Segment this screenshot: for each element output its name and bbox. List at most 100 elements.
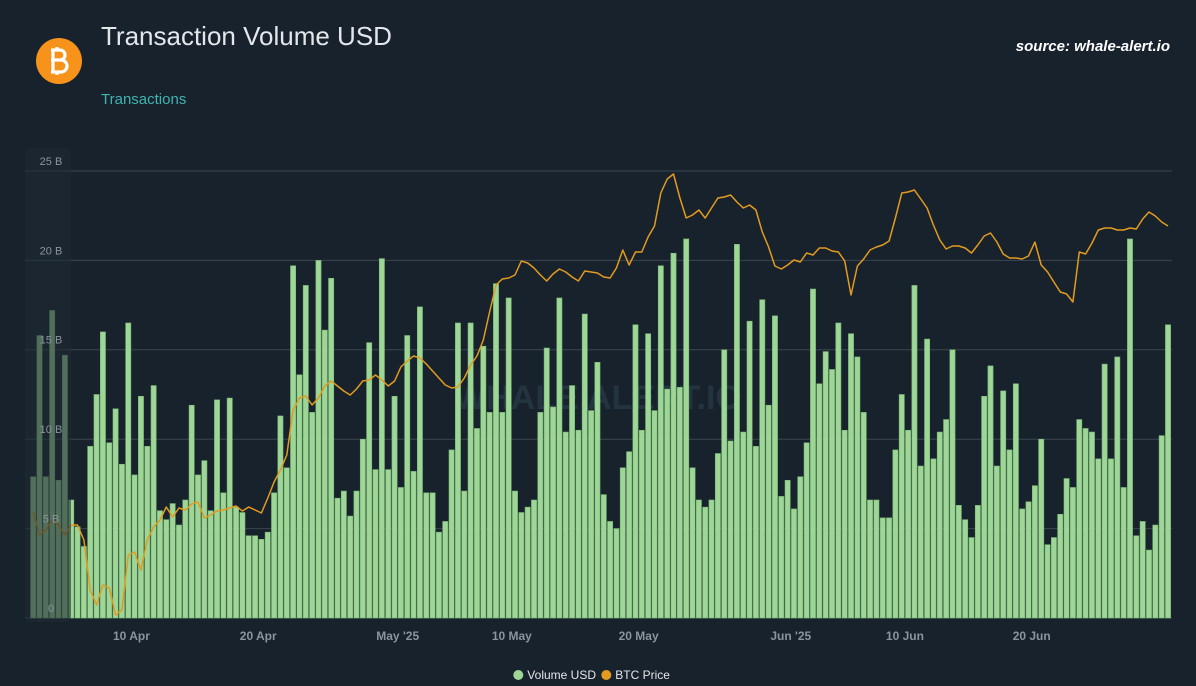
bar — [391, 395, 398, 619]
bar — [657, 265, 664, 619]
bar — [264, 531, 271, 619]
bar — [1076, 419, 1083, 619]
bar — [556, 297, 563, 619]
bar — [835, 322, 842, 619]
bar — [936, 431, 943, 619]
bar — [499, 412, 506, 619]
bar — [1133, 535, 1140, 619]
bar — [1000, 390, 1007, 619]
bar — [1120, 487, 1127, 619]
bar — [550, 406, 556, 619]
bar — [100, 331, 106, 619]
source: source: whale-alert.io — [1016, 38, 1170, 55]
bar — [61, 354, 68, 619]
bar — [1127, 238, 1133, 619]
bar — [613, 528, 620, 619]
bar — [372, 469, 379, 619]
bar — [378, 258, 385, 619]
bar — [417, 306, 423, 619]
bar — [524, 506, 531, 619]
bar — [829, 369, 835, 619]
bar — [505, 297, 512, 619]
bar — [1019, 508, 1026, 619]
bar — [860, 412, 867, 619]
bar — [600, 494, 607, 619]
bar — [816, 383, 823, 619]
bar — [1095, 458, 1102, 619]
bar — [239, 512, 246, 619]
bar — [810, 288, 816, 619]
bar — [974, 505, 981, 619]
bar — [36, 335, 43, 619]
bar — [1101, 363, 1108, 619]
bar — [347, 515, 354, 619]
bar — [42, 476, 49, 619]
bar — [803, 442, 810, 619]
bar — [708, 499, 715, 619]
bar — [987, 365, 994, 619]
bar — [68, 499, 75, 619]
bar — [1025, 501, 1032, 619]
bar — [1146, 549, 1152, 619]
bar — [1063, 478, 1070, 619]
bar — [981, 395, 988, 619]
bar — [410, 471, 417, 619]
bar — [131, 474, 138, 619]
bar — [721, 349, 728, 619]
bar — [588, 410, 594, 619]
bar — [1082, 428, 1089, 619]
bar — [765, 404, 772, 619]
bar — [791, 508, 797, 619]
bar — [905, 429, 911, 619]
bar — [594, 362, 601, 619]
bar — [474, 428, 480, 619]
bar — [1089, 431, 1095, 619]
legend-marker — [513, 670, 524, 680]
bar — [917, 465, 924, 619]
bar — [778, 496, 785, 619]
bitcoin-glyph — [51, 47, 69, 75]
legend-label: BTC Price — [615, 668, 670, 682]
bar — [1006, 449, 1013, 619]
bar — [125, 322, 132, 619]
bar — [943, 419, 950, 619]
bar — [759, 299, 766, 619]
bar — [188, 404, 195, 619]
bar — [455, 322, 461, 619]
bar — [562, 431, 569, 619]
bar — [797, 476, 804, 619]
bar — [746, 320, 753, 619]
bar — [924, 338, 931, 619]
bar — [385, 469, 392, 619]
bar — [632, 324, 639, 619]
bar — [1070, 487, 1076, 619]
bar — [930, 458, 937, 619]
bar — [119, 463, 125, 619]
bar — [296, 374, 303, 619]
bar — [207, 510, 214, 619]
bar — [626, 451, 633, 619]
bar — [1152, 524, 1159, 619]
legend-marker — [601, 670, 612, 680]
bar — [1108, 458, 1114, 619]
bar — [841, 429, 848, 619]
bar — [461, 490, 468, 619]
bar — [727, 440, 734, 619]
bar — [1114, 356, 1121, 619]
bar — [321, 329, 328, 619]
bar — [201, 460, 208, 619]
bar — [195, 474, 201, 619]
bar — [518, 512, 525, 619]
bar — [689, 467, 696, 619]
bar — [340, 490, 347, 619]
chart-title: Transaction Volume USD — [101, 21, 392, 51]
bar — [436, 531, 442, 619]
bar — [397, 487, 404, 619]
bar — [144, 446, 151, 619]
bar — [233, 506, 239, 619]
bar — [138, 395, 144, 619]
bar — [962, 519, 969, 619]
bar — [714, 453, 721, 619]
bar — [892, 449, 899, 619]
